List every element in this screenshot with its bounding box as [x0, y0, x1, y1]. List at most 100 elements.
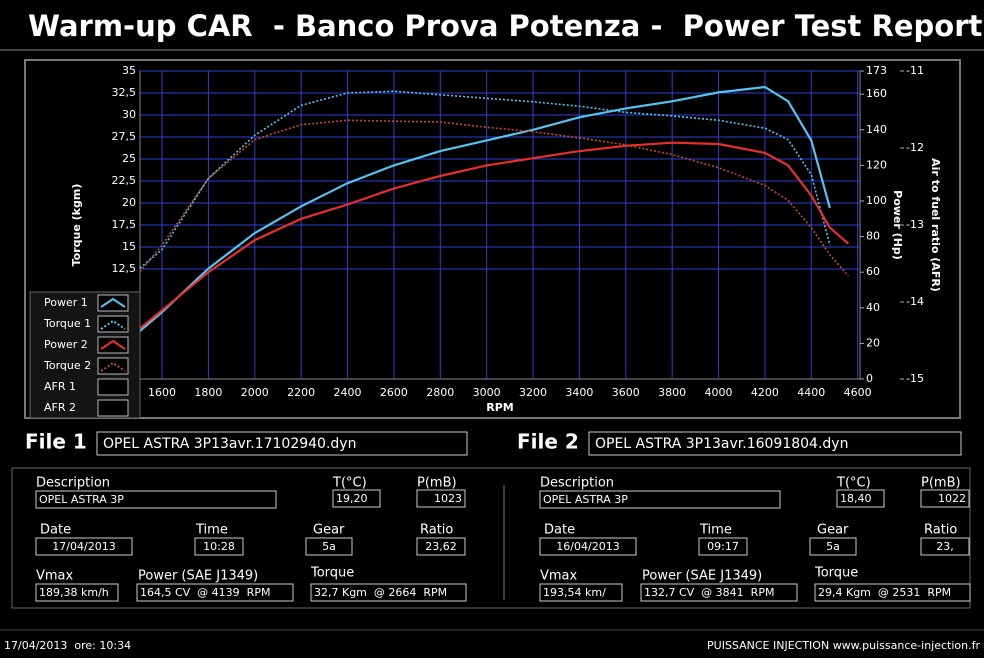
x-tick-label: 3800 [658, 386, 686, 399]
description-value: OPEL ASTRA 3P [543, 493, 628, 506]
y2-tick-label: 40 [866, 301, 880, 314]
report-title: Warm-up CAR - Banco Prova Potenza - Powe… [28, 9, 983, 43]
x-tick-label: 3000 [473, 386, 501, 399]
temp-label: T(°C) [836, 476, 871, 491]
ratio-box [920, 537, 970, 556]
x-axis-title: RPM [486, 401, 513, 414]
vmax-label: Vmax [540, 569, 578, 584]
torque-value: 29,4 Kgm @ 2531 RPM [818, 586, 951, 599]
x-tick-label: 1600 [148, 386, 176, 399]
description-label: Description [36, 476, 110, 491]
date-box [35, 537, 133, 556]
y2-tick-label: 100 [866, 194, 887, 207]
legend-box [97, 378, 129, 396]
legend-box [97, 315, 129, 333]
data-line [139, 90, 831, 269]
time-box [698, 537, 748, 556]
legend-label: Torque 1 [43, 317, 91, 330]
y2-tick-label: 60 [866, 265, 880, 278]
torque-label: Torque [310, 566, 354, 581]
temp-box [332, 489, 381, 508]
legend-label: AFR 2 [44, 401, 76, 414]
pressure-value: 1022 [938, 492, 966, 505]
y2-tick-label: 173 [866, 64, 887, 77]
x-tick-label: 4600 [844, 386, 872, 399]
y3-axis-title: Air to fuel ratio (AFR) [929, 158, 942, 292]
pressure-label: P(mB) [417, 476, 457, 491]
power-label: Power (SAE J1349) [642, 569, 762, 584]
x-tick-label: 3200 [519, 386, 547, 399]
x-tick-label: 3400 [565, 386, 593, 399]
temp-box [836, 489, 885, 508]
date-value: 16/04/2013 [556, 540, 619, 553]
x-tick-label: 2200 [287, 386, 315, 399]
torque-box [310, 583, 467, 602]
legend-swatch [100, 297, 126, 308]
y-tick-label: 25 [122, 152, 136, 165]
ratio-label: Ratio [420, 523, 453, 538]
legend-swatch [100, 319, 126, 330]
vmax-value: 193,54 km/ [543, 586, 606, 599]
footer-date: 17/04/2013 ore: 10:34 [4, 639, 131, 652]
file-name: OPEL ASTRA 3P13avr.17102940.dyn [103, 436, 356, 452]
pressure-label: P(mB) [921, 476, 961, 491]
date-value: 17/04/2013 [52, 540, 115, 553]
y3-tick-label: -11 [906, 64, 924, 77]
date-label: Date [544, 523, 575, 538]
pressure-value: 1023 [434, 492, 462, 505]
description-value: OPEL ASTRA 3P [39, 493, 124, 506]
y-tick-label: 15 [122, 240, 136, 253]
power-value: 164,5 CV @ 4139 RPM [140, 586, 270, 599]
y2-axis-title: Power (Hp) [891, 190, 904, 260]
power-box [640, 583, 798, 602]
y-tick-label: 17,5 [112, 218, 137, 231]
gear-value: 5a [826, 540, 840, 553]
legend-label: Torque 2 [43, 359, 91, 372]
legend-label: AFR 1 [44, 380, 76, 393]
ratio-value: 23, [936, 540, 954, 553]
power-value: 132,7 CV @ 3841 RPM [644, 586, 774, 599]
y-tick-label: 22,5 [112, 174, 137, 187]
torque-value: 32,7 Kgm @ 2664 RPM [314, 586, 447, 599]
x-tick-label: 4200 [751, 386, 779, 399]
ratio-box [416, 537, 466, 556]
date-box [539, 537, 637, 556]
y2-tick-label: 20 [866, 336, 880, 349]
time-label: Time [195, 523, 228, 538]
y-tick-label: 35 [122, 64, 136, 77]
y3-tick-label: -14 [906, 295, 924, 308]
data-line [139, 85, 831, 332]
torque-label: Torque [814, 566, 858, 581]
vmax-box [35, 583, 119, 602]
x-tick-label: 2800 [426, 386, 454, 399]
file-name-box [588, 431, 962, 456]
y2-tick-label: 140 [866, 123, 887, 136]
file-label: File 1 [25, 430, 87, 454]
file-name: OPEL ASTRA 3P13avr.16091804.dyn [595, 436, 848, 452]
file-label: File 2 [517, 430, 579, 454]
description-box [35, 490, 277, 509]
temp-value: 19,20 [336, 492, 368, 505]
legend-label: Power 1 [44, 296, 88, 309]
y-tick-label: 30 [122, 108, 136, 121]
footer-site: PUISSANCE INJECTION www.puissance-inject… [707, 639, 980, 652]
y2-tick-label: 80 [866, 230, 880, 243]
pressure-box [920, 489, 970, 508]
gear-label: Gear [817, 523, 849, 538]
y-axis-title: Torque (kgm) [70, 184, 83, 267]
y2-tick-label: 120 [866, 158, 887, 171]
x-tick-label: 1800 [194, 386, 222, 399]
y3-tick-label: -12 [906, 141, 924, 154]
gear-box [305, 537, 353, 556]
legend-label: Power 2 [44, 338, 88, 351]
legend-box [97, 336, 129, 354]
description-box [539, 490, 781, 509]
date-label: Date [40, 523, 71, 538]
description-label: Description [540, 476, 614, 491]
x-tick-label: 4400 [797, 386, 825, 399]
gear-box [809, 537, 857, 556]
x-tick-label: 3600 [612, 386, 640, 399]
time-label: Time [699, 523, 732, 538]
y-tick-label: 32,5 [112, 86, 137, 99]
